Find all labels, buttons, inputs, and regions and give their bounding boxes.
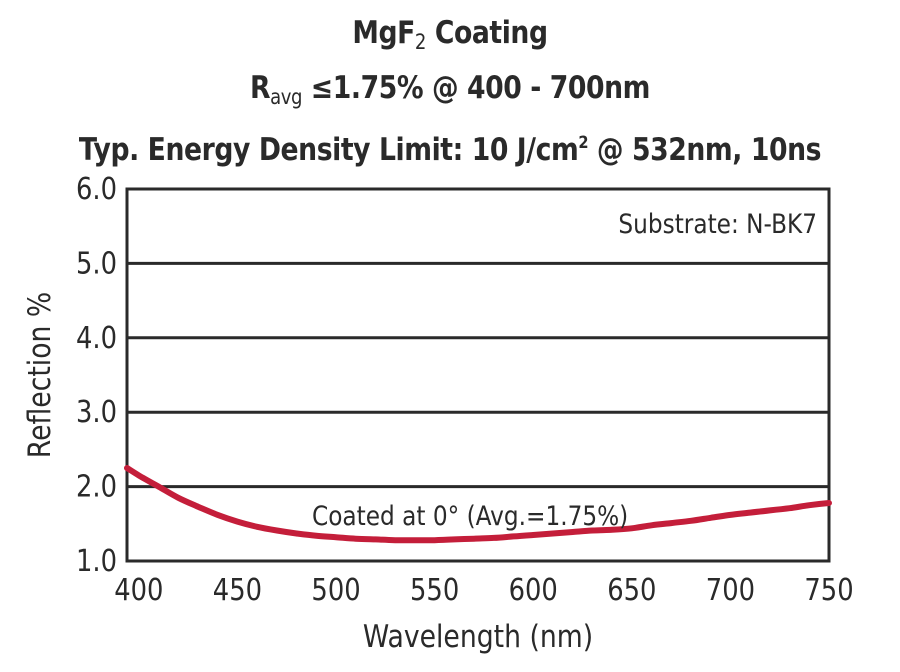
x-tick-label: 550 [410, 572, 459, 607]
x-tick-labels: 400 450 500 550 600 650 700 750 [114, 572, 853, 607]
x-tick-label: 650 [607, 572, 656, 607]
y-tick-label: 5.0 [76, 246, 117, 281]
title-line-1: MgF2 Coating [352, 15, 548, 54]
title-line-3: Typ. Energy Density Limit: 10 J/cm2 @ 53… [78, 132, 822, 168]
substrate-annotation: Substrate: N-BK7 [618, 208, 817, 239]
reflection-curve [124, 465, 832, 544]
y-tick-label: 4.0 [76, 320, 117, 355]
y-axis-label: Reflection % [21, 292, 57, 458]
curve-annotation: Coated at 0° (Avg.=1.75%) [312, 500, 628, 531]
y-tick-labels: 1.0 2.0 3.0 4.0 5.0 6.0 [76, 171, 117, 578]
grid-lines [127, 261, 829, 489]
plot-frame [125, 187, 831, 563]
x-tick-label: 500 [311, 572, 360, 607]
y-tick-label: 3.0 [76, 394, 117, 429]
y-tick-label: 6.0 [76, 171, 117, 206]
x-axis-label: Wavelength (nm) [363, 618, 593, 654]
x-tick-label: 450 [213, 572, 262, 607]
chart-title: MgF2 Coating Ravg ≤1.75% @ 400 - 700nm T… [0, 10, 900, 173]
x-tick-label: 400 [114, 572, 163, 607]
x-tick-label: 700 [706, 572, 755, 607]
x-tick-label: 600 [509, 572, 558, 607]
y-tick-label: 1.0 [76, 543, 117, 578]
y-tick-label: 2.0 [76, 469, 117, 504]
x-tick-label: 750 [804, 572, 853, 607]
title-line-2: Ravg ≤1.75% @ 400 - 700nm [249, 70, 651, 109]
